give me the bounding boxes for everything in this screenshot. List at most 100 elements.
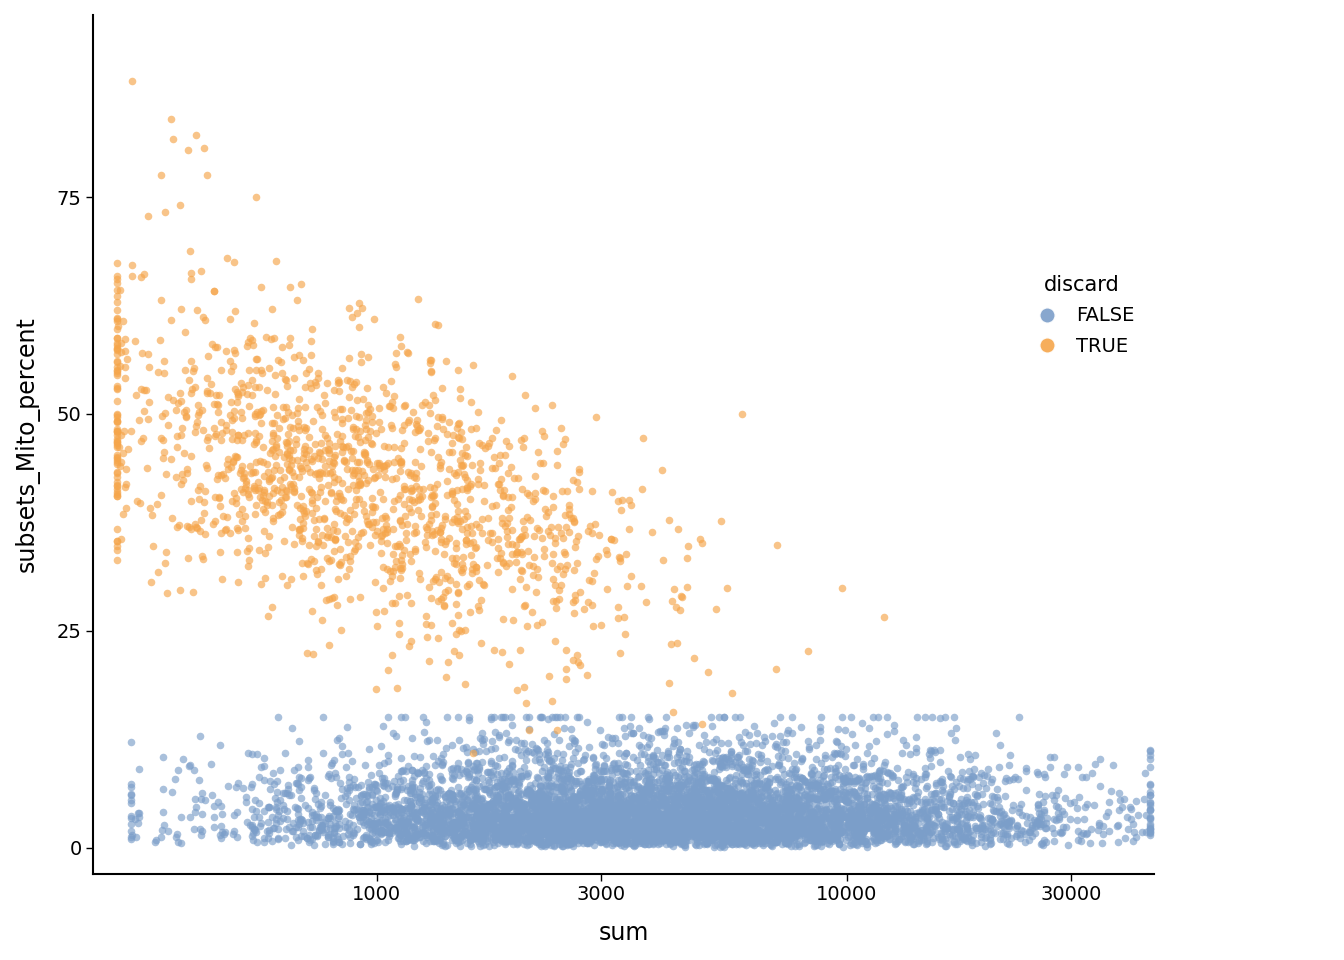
Point	[579, 835, 601, 851]
Point	[771, 797, 793, 812]
Point	[591, 833, 613, 849]
Point	[845, 804, 867, 819]
Point	[421, 830, 442, 846]
Point	[313, 511, 335, 526]
Point	[637, 779, 659, 794]
Point	[677, 754, 699, 769]
Point	[621, 814, 642, 829]
Point	[487, 810, 508, 826]
Point	[472, 821, 493, 836]
Point	[668, 792, 689, 807]
Point	[640, 770, 661, 785]
Point	[738, 804, 759, 820]
Point	[211, 818, 233, 833]
Point	[749, 830, 770, 846]
Point	[676, 768, 698, 783]
Point	[663, 814, 684, 829]
Point	[862, 779, 883, 794]
Point	[806, 788, 828, 804]
Point	[774, 799, 796, 814]
Point	[503, 773, 524, 788]
Point	[543, 802, 564, 817]
Point	[370, 795, 391, 810]
Point	[841, 792, 863, 807]
Point	[524, 814, 546, 829]
Point	[650, 831, 672, 847]
Point	[543, 829, 564, 845]
Point	[750, 801, 771, 816]
Point	[970, 811, 992, 827]
Point	[589, 527, 610, 542]
Point	[715, 759, 737, 775]
Point	[949, 819, 970, 834]
Point	[977, 761, 999, 777]
Point	[788, 812, 809, 828]
Point	[372, 793, 394, 808]
Point	[800, 807, 821, 823]
Point	[698, 785, 719, 801]
Point	[173, 404, 195, 420]
Point	[646, 826, 668, 841]
Point	[677, 789, 699, 804]
Point	[603, 801, 625, 816]
Point	[734, 829, 755, 845]
Point	[499, 799, 520, 814]
Point	[817, 779, 839, 794]
Point	[827, 831, 848, 847]
Point	[445, 540, 466, 556]
Point	[825, 823, 847, 838]
Point	[621, 816, 642, 831]
Point	[191, 824, 212, 839]
Point	[730, 808, 751, 824]
Point	[540, 802, 562, 817]
Point	[750, 804, 771, 820]
Point	[680, 799, 702, 814]
Point	[696, 816, 718, 831]
Point	[645, 801, 667, 816]
Point	[684, 785, 706, 801]
Point	[757, 790, 778, 805]
Point	[652, 789, 673, 804]
Point	[534, 804, 555, 819]
Point	[620, 806, 641, 822]
Point	[707, 796, 728, 811]
Point	[152, 450, 173, 466]
Point	[499, 788, 520, 804]
Point	[906, 788, 927, 804]
Point	[535, 509, 556, 524]
Point	[598, 790, 620, 805]
Point	[517, 816, 539, 831]
Point	[493, 812, 515, 828]
Point	[590, 802, 612, 817]
Point	[724, 821, 746, 836]
Point	[106, 342, 128, 357]
Point	[591, 804, 613, 819]
Point	[339, 350, 360, 366]
Point	[664, 816, 685, 831]
Point	[660, 835, 681, 851]
Point	[492, 797, 513, 812]
Point	[855, 833, 876, 849]
Point	[571, 824, 593, 839]
Point	[247, 474, 269, 490]
Point	[790, 782, 812, 798]
Point	[478, 796, 500, 811]
Point	[642, 836, 664, 852]
Point	[171, 467, 192, 482]
Point	[652, 827, 673, 842]
Point	[439, 805, 461, 821]
Point	[710, 839, 731, 854]
Point	[708, 785, 730, 801]
Point	[868, 787, 890, 803]
Point	[634, 815, 656, 830]
Point	[607, 831, 629, 847]
Point	[546, 808, 567, 824]
Point	[512, 528, 534, 543]
Point	[224, 346, 246, 361]
Point	[672, 829, 694, 845]
Point	[594, 825, 616, 840]
Point	[407, 489, 429, 504]
Point	[895, 770, 917, 785]
Point	[812, 828, 833, 844]
Point	[683, 650, 704, 665]
